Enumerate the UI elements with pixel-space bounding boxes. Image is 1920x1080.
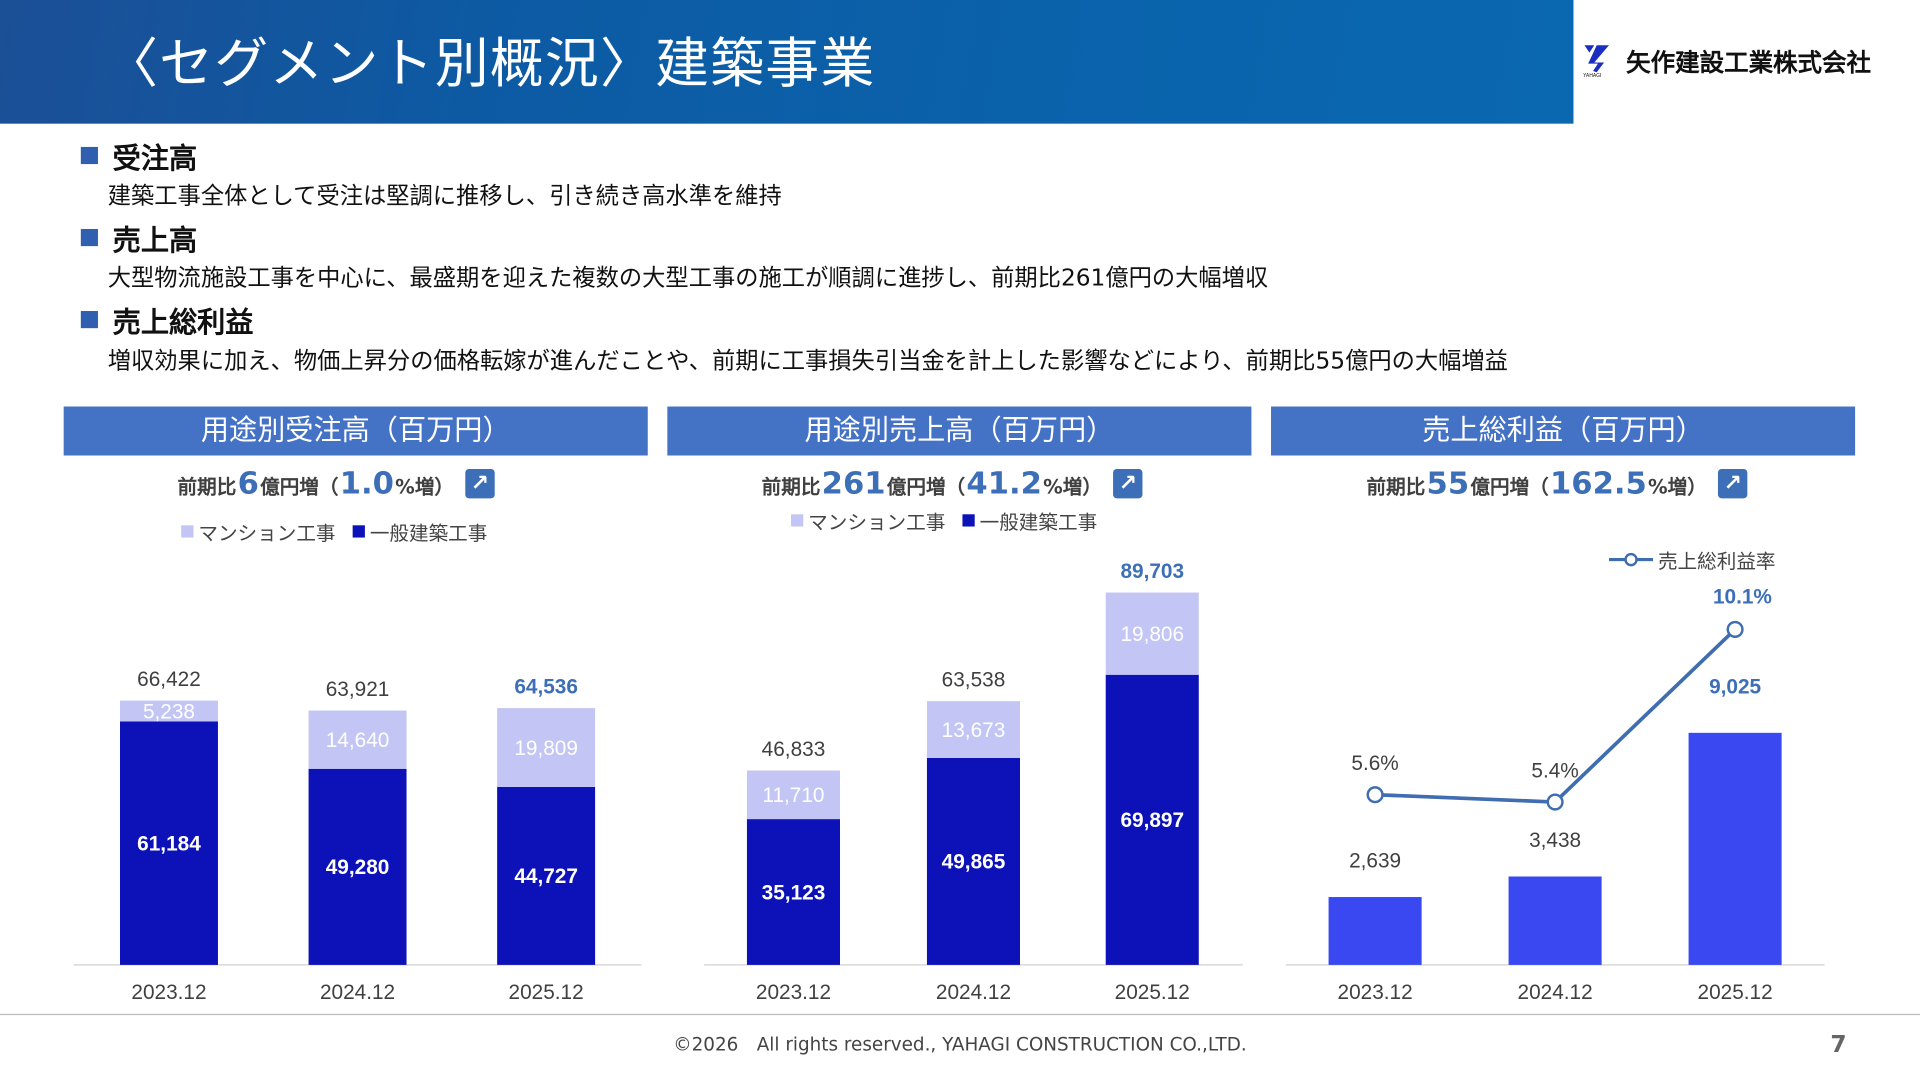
company-logo: YAHAGI 矢作建設工業株式会社 [1582, 42, 1872, 78]
x-tick-label: 2025.12 [509, 981, 584, 1004]
section-title: 受注高 [112, 143, 198, 176]
line-marker-icon [1608, 552, 1654, 567]
bullet-square-icon [80, 146, 98, 165]
bar-label-mansion: 19,809 [514, 737, 578, 760]
bullet-square-icon [80, 311, 98, 329]
footer-divider [0, 1013, 1920, 1016]
bar-label-mansion: 13,673 [942, 719, 1006, 742]
bar-total-label: 89,703 [1120, 560, 1184, 583]
x-tick-label: 2024.12 [1518, 981, 1593, 1004]
legend-mansion: マンション工事 [181, 517, 336, 546]
bar-total-label: 64,536 [514, 675, 578, 698]
svg-text:YAHAGI: YAHAGI [1582, 73, 1601, 78]
section-orders-text: 建築工事全体として受注は堅調に推移し、引き続き高水準を維持 [107, 182, 782, 210]
panel-title-sales: 用途別売上高（百万円） [667, 406, 1252, 456]
bar-value-label: 3,438 [1529, 829, 1581, 852]
company-name: 矢作建設工業株式会社 [1626, 47, 1872, 77]
legend-general: 一般建築工事 [962, 506, 1097, 535]
x-tick-label: 2025.12 [1698, 981, 1773, 1004]
x-tick-label: 2023.12 [756, 981, 831, 1004]
bar-mansion [926, 701, 1021, 758]
bar-label-mansion: 11,710 [762, 784, 824, 807]
panel-title-orders: 用途別受注高（百万円） [63, 406, 648, 456]
section-sales-heading: 売上高 [80, 217, 198, 259]
bar-general [926, 757, 1021, 965]
up-arrow-icon: ↗ [1717, 468, 1748, 498]
legend-general: 一般建築工事 [352, 517, 487, 546]
bar-general [120, 721, 218, 965]
bar-mansion [746, 770, 841, 820]
section-title: 売上総利益 [112, 307, 254, 340]
up-arrow-icon: ↗ [465, 468, 495, 498]
yahagi-logo-icon: YAHAGI [1582, 45, 1609, 78]
section-title: 売上高 [112, 225, 198, 258]
page-number: 7 [1830, 1031, 1847, 1058]
bar-general [1105, 674, 1199, 965]
rate-point [1366, 786, 1384, 804]
bar-value-label: 2,639 [1349, 850, 1401, 873]
x-tick-label: 2023.12 [1338, 981, 1413, 1004]
rate-label: 5.6% [1351, 752, 1398, 775]
bar-general [497, 786, 596, 965]
bar-mansion [1105, 592, 1199, 675]
panel-title-profit: 売上総利益（百万円） [1271, 406, 1856, 456]
bar-mansion [308, 710, 407, 769]
rate-point [1546, 793, 1564, 811]
sales-change-summary: 前期比 261 億円増（ 41.2 %増） ↗ [762, 465, 1143, 501]
bar-gross-profit [1328, 897, 1422, 965]
bar-total-label: 46,833 [762, 738, 826, 761]
section-profit-text: 増収効果に加え、物価上昇分の価格転嫁が進んだことや、前期に工事損失引当金を計上し… [107, 347, 1508, 375]
bar-label-general: 61,184 [137, 833, 201, 856]
header-banner: 〈セグメント別概況〉建築事業 [0, 0, 1574, 124]
bar-label-general: 69,897 [1120, 809, 1184, 832]
rate-point [1726, 620, 1744, 638]
bar-general [746, 819, 841, 965]
bar-gross-profit [1508, 876, 1602, 965]
x-tick-label: 2024.12 [936, 981, 1011, 1004]
bar-label-general: 49,865 [942, 851, 1006, 874]
page-title: 〈セグメント別概況〉建築事業 [104, 33, 876, 96]
bar-general [308, 768, 407, 965]
bullet-square-icon [80, 228, 98, 247]
bar-total-label: 66,422 [137, 668, 201, 691]
bar-gross-profit [1688, 732, 1782, 965]
x-tick-label: 2024.12 [320, 981, 395, 1004]
profit-legend: 売上総利益率 [1608, 545, 1776, 574]
rate-label: 5.4% [1531, 760, 1578, 783]
bar-label-mansion: 5,238 [143, 700, 195, 723]
rate-label: 10.1% [1713, 586, 1772, 609]
bar-label-general: 44,727 [514, 865, 578, 888]
bar-mansion [497, 708, 596, 787]
bar-label-general: 35,123 [762, 881, 826, 904]
section-profit-heading: 売上総利益 [80, 299, 254, 341]
orders-legend: マンション工事 一般建築工事 [181, 517, 487, 546]
section-sales-text: 大型物流施設工事を中心に、最盛期を迎えた複数の大型工事の施工が順調に進捗し、前期… [107, 264, 1269, 292]
bar-total-label: 63,921 [326, 678, 390, 701]
bar-label-general: 49,280 [326, 856, 390, 879]
bar-value-label: 9,025 [1709, 676, 1761, 699]
legend-mansion: マンション工事 [791, 506, 945, 535]
section-orders-heading: 受注高 [80, 135, 198, 177]
orders-change-summary: 前期比 6 億円増（ 1.0 %増） ↗ [178, 465, 495, 501]
profit-change-summary: 前期比 55 億円増（ 162.5 %増） ↗ [1367, 465, 1748, 501]
up-arrow-icon: ↗ [1113, 468, 1143, 498]
bar-total-label: 63,538 [942, 668, 1006, 691]
x-tick-label: 2023.12 [131, 981, 206, 1004]
x-tick-label: 2025.12 [1115, 981, 1190, 1004]
copyright: ©2026 All rights reserved., YAHAGI CONST… [673, 1033, 1247, 1056]
bar-label-mansion: 14,640 [326, 729, 390, 752]
bar-mansion [120, 700, 218, 722]
bar-label-mansion: 19,806 [1120, 623, 1184, 646]
legend-rate: 売上総利益率 [1608, 545, 1776, 574]
sales-legend: マンション工事 一般建築工事 [791, 506, 1097, 535]
